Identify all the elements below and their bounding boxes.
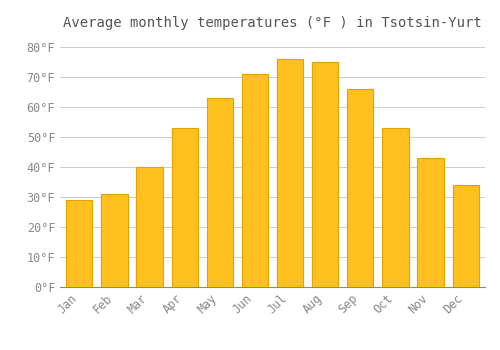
Bar xyxy=(277,59,303,287)
Title: Average monthly temperatures (°F ) in Tsotsin-Yurt: Average monthly temperatures (°F ) in Ts… xyxy=(63,16,482,30)
Bar xyxy=(312,62,338,287)
Bar xyxy=(382,128,408,287)
Bar xyxy=(242,74,268,287)
Bar xyxy=(206,98,233,287)
Bar xyxy=(418,158,444,287)
Bar xyxy=(102,194,128,287)
Bar xyxy=(347,89,374,287)
Bar xyxy=(452,185,479,287)
Bar xyxy=(136,167,162,287)
Bar xyxy=(172,128,198,287)
Bar xyxy=(66,200,92,287)
